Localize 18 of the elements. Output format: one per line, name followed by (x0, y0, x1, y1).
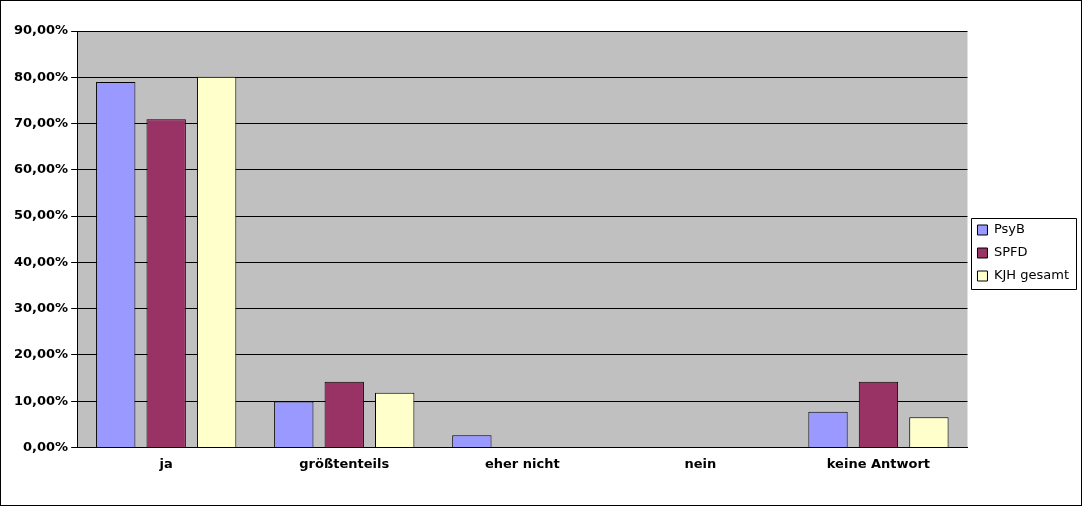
y-tick-label: 20,00% (13, 346, 69, 362)
legend-label: SPFD (993, 244, 1028, 260)
y-tick-label: 0,00% (23, 438, 69, 454)
x-tick-label: keine Antwort (826, 455, 931, 471)
x-tick-label: ja (158, 455, 173, 471)
x-tick-label: nein (684, 455, 717, 471)
y-tick-label: 70,00% (13, 114, 69, 130)
y-tick-label: 80,00% (13, 68, 69, 84)
y-tick-label: 60,00% (13, 161, 69, 177)
x-tick-label: eher nicht (484, 455, 560, 471)
legend-label: KJH gesamt (993, 267, 1070, 283)
y-tick-label: 30,00% (13, 299, 69, 315)
y-tick-label: 40,00% (13, 253, 69, 269)
y-tick-label: 50,00% (13, 207, 69, 223)
legend-label: PsyB (993, 221, 1025, 237)
y-tick-label: 10,00% (13, 392, 69, 408)
y-tick-label: 90,00% (13, 22, 69, 38)
x-tick-label: größtenteils (299, 455, 390, 471)
